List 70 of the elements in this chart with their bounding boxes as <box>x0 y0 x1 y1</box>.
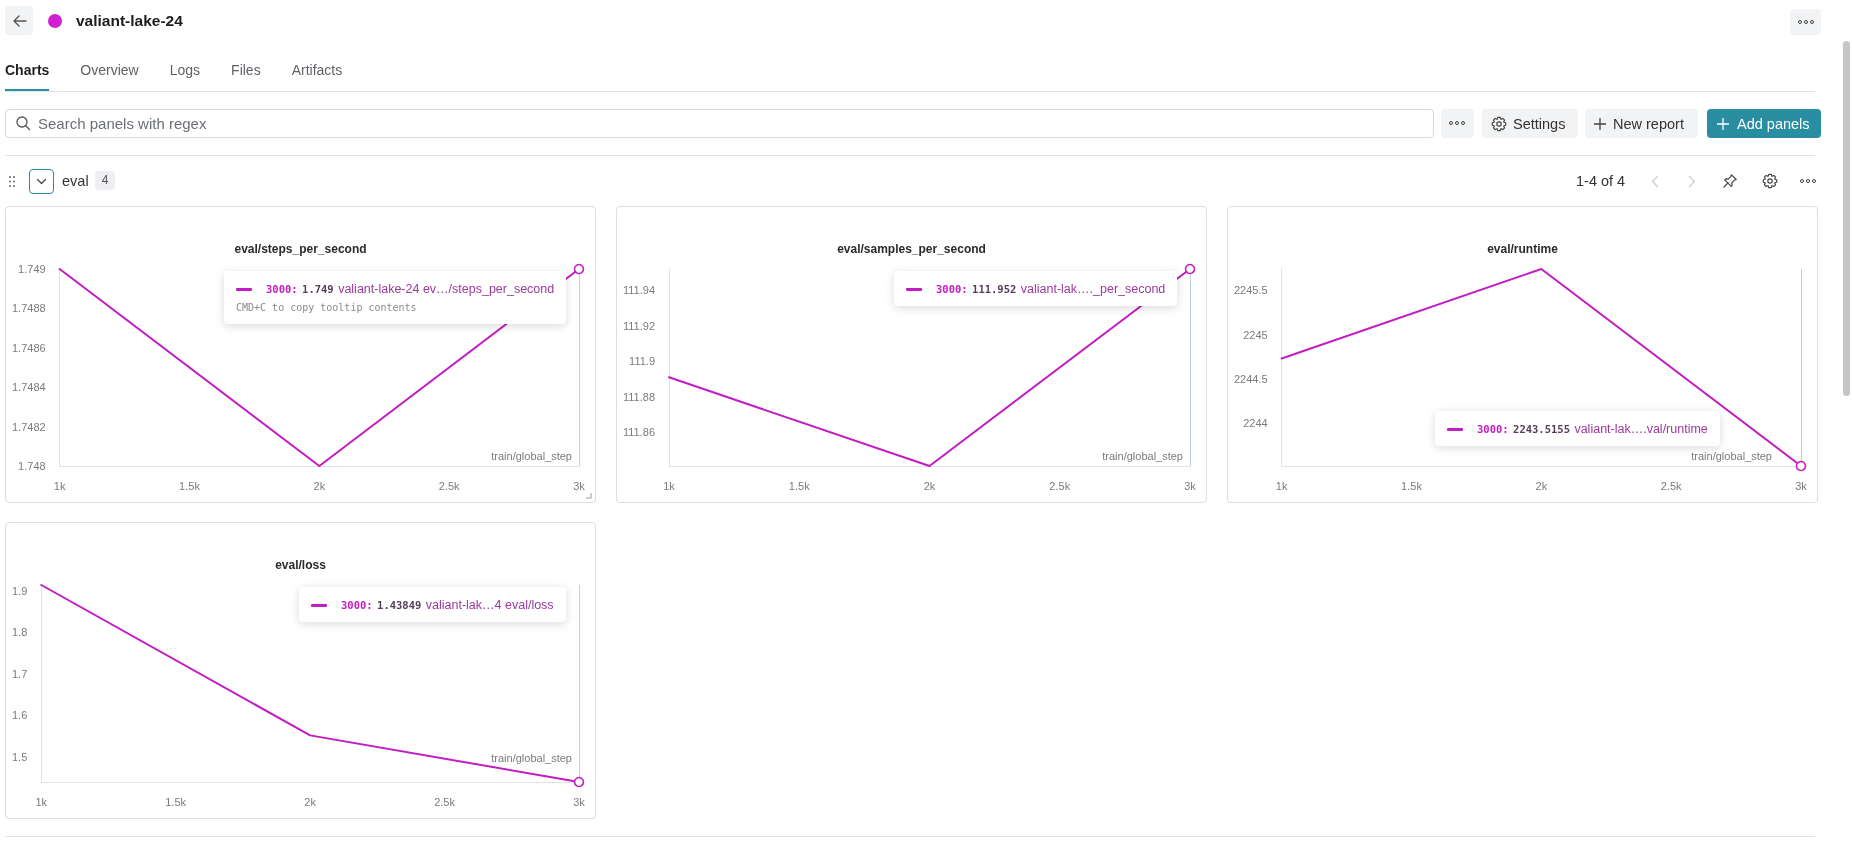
tooltip: 3000: 111.952 valiant-lak…._per_second <box>894 271 1178 306</box>
x-axis-title: train/global_step <box>491 751 572 764</box>
text: Logs <box>169 61 201 80</box>
x-axis-title: train/global_step <box>1102 449 1183 462</box>
tooltip: 3000: 1.749 valiant-lake-24 ev…/steps_per_second CMD+C to copy tooltip contents <box>224 271 567 324</box>
x-tick-label: 1k <box>53 479 66 492</box>
y-tick-label: 1.5 <box>11 750 28 763</box>
y-tick-label: 111.92 <box>623 319 656 332</box>
y-tick-label: 1.7488 <box>11 302 46 315</box>
tooltip: 3000: 1.43849 valiant-lak…4 eval/loss <box>299 587 566 622</box>
chart-title: eval/loss <box>275 558 327 572</box>
text: eval <box>62 172 89 191</box>
y-tick-label: 2245.5 <box>1233 284 1268 297</box>
add-panels-button: Add panels <box>1707 109 1821 138</box>
x-tick-label: 2k <box>313 479 326 492</box>
x-tick-label: 2.5k <box>438 479 461 492</box>
y-tick-label: 1.7482 <box>11 420 46 433</box>
x-tick-label: 2k <box>1535 479 1548 492</box>
x-tick-label: 1.5k <box>165 795 187 808</box>
y-tick-label: 1.7484 <box>11 381 46 394</box>
settings-button: Settings <box>1482 109 1578 138</box>
y-tick-label: 1.749 <box>18 263 46 275</box>
count-badge: 4 <box>95 171 115 190</box>
y-tick-label: 1.8 <box>11 626 28 639</box>
text: 1-4 of 4 <box>1576 172 1626 191</box>
annotation: CMD+C to copy tooltip contents <box>236 302 418 314</box>
x-tick-label: 1k <box>1275 479 1288 492</box>
y-tick-label: 1.7 <box>11 667 28 680</box>
search-field: Search panels with regex <box>5 109 1434 138</box>
x-axis-title: train/global_step <box>1691 449 1772 462</box>
x-tick-label: 2k <box>304 795 317 808</box>
y-tick-label: 1.9 <box>11 584 28 597</box>
y-tick-label: 2245 <box>1243 328 1268 341</box>
x-tick-label: 1k <box>35 795 48 808</box>
x-tick-label: 1.5k <box>179 479 201 492</box>
x-tick-label: 1k <box>663 479 676 492</box>
annotation: 3000: 1.43849 valiant-lak…4 eval/loss <box>341 598 554 613</box>
new-report-button: New report <box>1585 109 1698 138</box>
text: Overview <box>80 61 139 80</box>
x-tick-label: 2.5k <box>1049 479 1071 492</box>
x-tick-label: 2k <box>923 479 936 492</box>
tooltip: 3000: 2243.5155 valiant-lak….val/runtime <box>1435 411 1720 446</box>
annotation: 3000: 111.952 valiant-lak…._per_second <box>936 282 1166 297</box>
y-tick-label: 2244.5 <box>1233 372 1268 385</box>
y-tick-label: 1.6 <box>11 709 28 722</box>
y-tick-label: 111.88 <box>623 390 656 403</box>
y-tick-label: 2244 <box>1243 417 1268 430</box>
y-tick-label: 111.9 <box>629 355 656 368</box>
y-tick-label: 111.94 <box>623 284 656 297</box>
x-axis-title: train/global_step <box>491 449 572 462</box>
chart-title: eval/steps_per_second <box>234 242 367 256</box>
y-tick-label: 1.7486 <box>11 341 46 354</box>
annotation: 3000: 1.749 valiant-lake-24 ev…/steps_per_second <box>266 282 555 297</box>
text: Charts <box>5 61 50 80</box>
x-tick-label: 3k <box>573 479 586 492</box>
x-tick-label: 2.5k <box>1660 479 1683 492</box>
text: Artifacts <box>291 61 343 80</box>
text: valiant-lake-24 <box>76 11 183 31</box>
x-tick-label: 3k <box>1795 479 1808 492</box>
x-tick-label: 1.5k <box>1401 479 1423 492</box>
y-tick-label: 111.86 <box>623 426 656 439</box>
chart-title: eval/runtime <box>1487 242 1559 256</box>
x-tick-label: 2.5k <box>434 795 456 808</box>
x-tick-label: 3k <box>573 795 586 808</box>
x-tick-label: 3k <box>1184 479 1197 492</box>
y-tick-label: 1.748 <box>18 460 46 472</box>
x-tick-label: 1.5k <box>788 479 811 492</box>
chart-title: eval/samples_per_second <box>837 242 986 256</box>
text: Files <box>231 61 261 80</box>
annotation: 3000: 2243.5155 valiant-lak….val/runtime <box>1477 422 1708 437</box>
